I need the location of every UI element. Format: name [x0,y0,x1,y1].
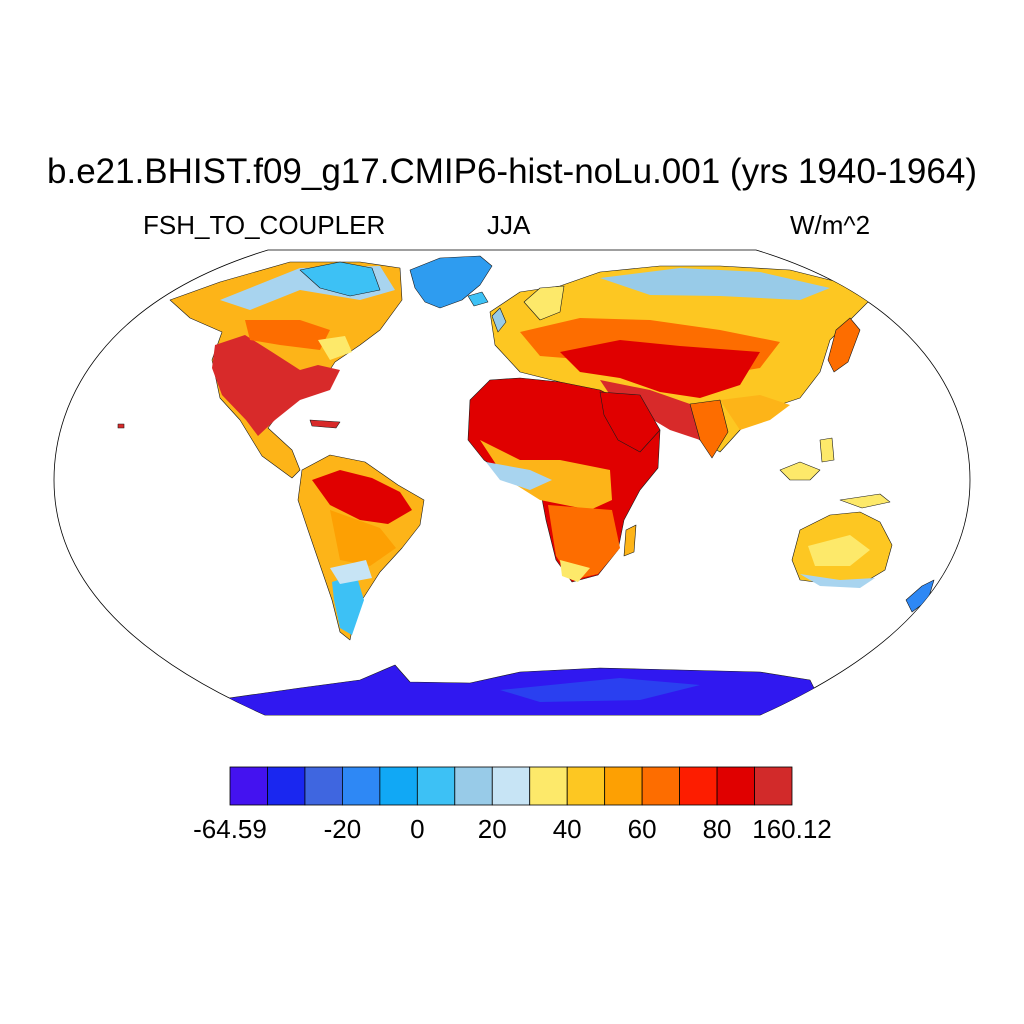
colorbar-swatch [641,766,681,806]
colorbar-swatch [491,766,531,806]
greenland-region [409,255,493,309]
colorbar-tick-label: 0 [410,814,425,844]
colorbar-swatch [566,766,606,806]
colorbar-tick-label: 40 [552,814,582,844]
colorbar-tick-label: 160.12 [752,814,832,844]
colorbar-swatch [754,766,793,806]
variable-label: FSH_TO_COUPLER [143,210,386,240]
colorbar-tick-label: -20 [323,814,362,844]
colorbar-swatch [229,766,268,806]
colorbar-tick-label: 80 [702,814,732,844]
colorbar-swatch [679,766,718,806]
colorbar-swatch [454,766,493,806]
colorbar-swatch [341,766,381,806]
colorbar-tick-label: -64.59 [193,814,267,844]
colorbar-swatch [529,766,568,806]
map-title: b.e21.BHIST.f09_g17.CMIP6-hist-noLu.001 … [47,152,977,191]
units-label: W/m^2 [790,210,871,240]
colorbar-tick-label: 20 [477,814,507,844]
colorbar-swatch [604,766,643,806]
colorbar-tick-label: 60 [627,814,657,844]
colorbar-swatch [416,766,456,806]
colorbar [229,766,793,806]
colorbar-swatch [267,766,306,806]
colorbar-swatch [379,766,418,806]
colorbar-swatch [716,766,755,806]
colorbar-labels: -64.59 -20 0 20 40 60 80 160.12 [0,814,1024,854]
colorbar-swatch [304,766,343,806]
season-label: JJA [487,210,531,240]
